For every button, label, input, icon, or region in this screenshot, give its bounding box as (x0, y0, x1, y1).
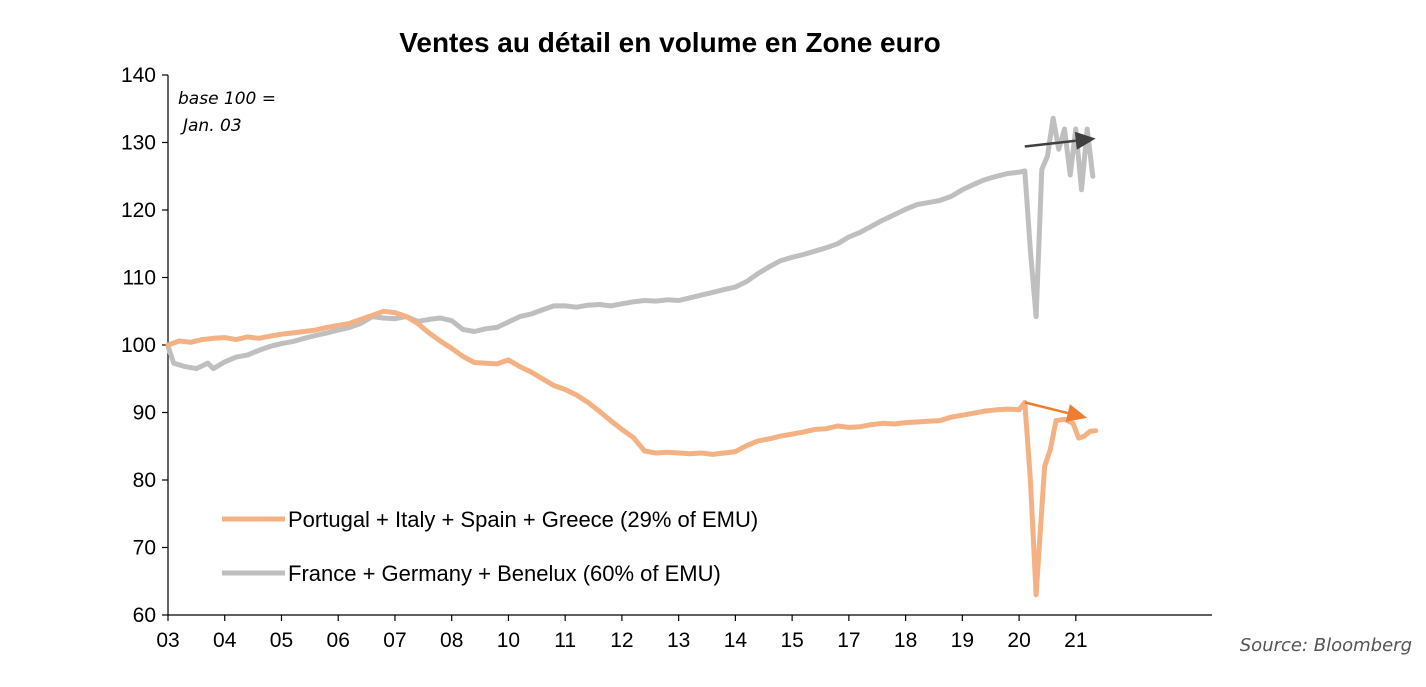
x-tick-label: 14 (724, 629, 748, 652)
base-annotation-line-2: Jan. 03 (180, 116, 242, 136)
series-line (165, 308, 1099, 598)
source-note: Source: Bloomberg (1240, 635, 1412, 656)
trend-arrows (1024, 131, 1096, 422)
y-tick-label: 90 (133, 402, 156, 425)
y-tick-label: 70 (133, 537, 156, 560)
x-tick-label: 17 (837, 629, 860, 652)
x-tick-label: 15 (780, 629, 803, 652)
base-annotation-line-1: base 100 = (178, 89, 276, 109)
series-group (165, 115, 1099, 598)
trend-arrow-shaft (1024, 401, 1069, 415)
x-tick-label: 21 (1064, 629, 1087, 652)
y-tick-label: 100 (121, 334, 156, 357)
x-tick-label: 19 (951, 629, 974, 652)
x-tick-label: 07 (383, 629, 406, 652)
y-tick-label: 130 (121, 132, 156, 155)
y-axis: 60 70 80 90 100 110 120 130 140 (121, 64, 169, 627)
x-tick-label: 13 (667, 629, 690, 652)
series-line (165, 115, 1096, 372)
x-tick-label: 03 (156, 629, 179, 652)
trend-arrow-head (1074, 131, 1096, 150)
trend-arrow-shaft (1024, 139, 1076, 148)
chart-title: Ventes au détail en volume en Zone euro (399, 27, 940, 58)
x-tick-label: 20 (1007, 629, 1030, 652)
x-tick-label: 12 (610, 629, 633, 652)
y-tick-label: 60 (133, 604, 156, 627)
x-tick-label: 18 (894, 629, 917, 652)
x-tick-label: 11 (554, 629, 576, 652)
x-axis: 03 04 05 06 07 08 10 11 12 13 14 15 17 18 19 20 21 (156, 614, 1212, 652)
legend-label-south: Portugal + Italy + Spain + Greece (29% o… (288, 507, 758, 532)
legend-label-north: France + Germany + Benelux (60% of EMU) (288, 561, 721, 586)
y-tick-label: 80 (133, 469, 156, 492)
y-tick-label: 120 (121, 199, 156, 222)
x-tick-label: 10 (497, 629, 520, 652)
x-tick-label: 04 (213, 629, 237, 652)
legend: Portugal + Italy + Spain + Greece (29% o… (222, 507, 758, 586)
x-tick-label: 08 (440, 629, 463, 652)
x-tick-label: 06 (327, 629, 350, 652)
y-tick-label: 110 (123, 267, 156, 290)
x-tick-label: 05 (270, 629, 293, 652)
y-tick-label: 140 (121, 64, 156, 87)
trend-arrow-head (1065, 404, 1088, 422)
